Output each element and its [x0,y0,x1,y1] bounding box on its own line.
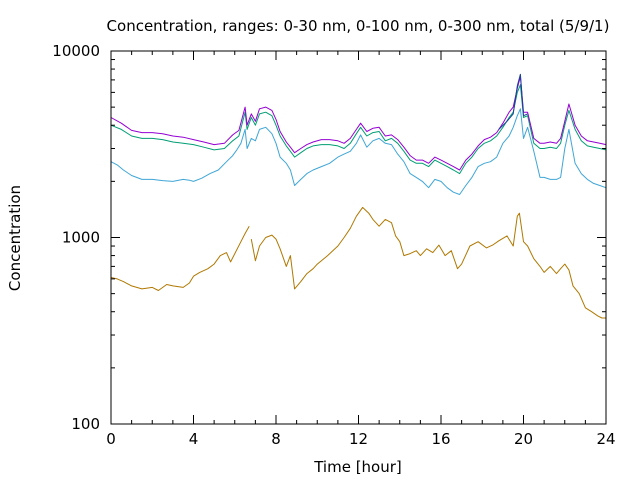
x-tick-label: 16 [431,430,450,448]
x-axis-label: Time [hour] [313,458,402,476]
x-tick-label: 12 [349,430,368,448]
series-layer [110,73,607,319]
x-tick-label: 8 [271,430,281,448]
series-line-4-seg-0 [498,73,528,130]
x-tick-label: 24 [596,430,615,448]
y-tick-label: 100 [71,415,100,433]
chart-title: Concentration, ranges: 0-30 nm, 0-100 nm… [107,17,610,35]
series-line-2-seg-0 [110,84,607,175]
y-tick-label: 10000 [52,42,100,60]
plot-frame [110,50,607,425]
ticks-layer: 0 4 8 12 16 20 24 100 1000 10000 [52,42,615,448]
series-line-0-seg-1 [250,206,606,319]
series-line-0-seg-0 [110,225,250,291]
series-line-3-seg-0 [110,76,607,171]
series-line-1-seg-0 [110,108,607,195]
y-axis-label: Concentration [6,185,24,291]
x-tick-label: 0 [106,430,116,448]
x-tick-label: 20 [514,430,533,448]
x-tick-label: 4 [189,430,199,448]
y-tick-label: 1000 [62,229,100,247]
